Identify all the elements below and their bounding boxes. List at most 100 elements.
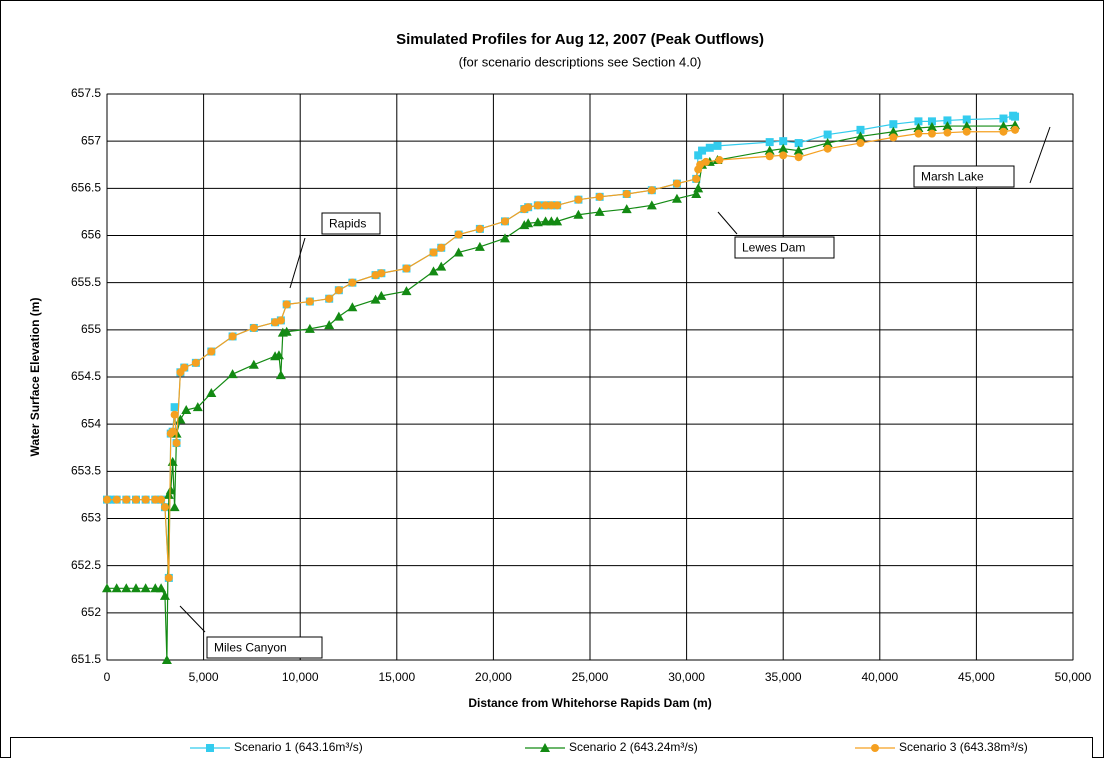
data-point xyxy=(914,117,923,126)
data-point xyxy=(913,122,924,132)
data-point xyxy=(334,286,343,295)
data-point xyxy=(157,495,166,504)
data-point xyxy=(475,224,484,233)
data-point xyxy=(856,139,865,148)
data-point xyxy=(333,311,344,321)
data-point xyxy=(889,133,898,142)
y-tick-label: 657.5 xyxy=(71,86,101,100)
data-point xyxy=(927,129,936,138)
data-point xyxy=(273,350,284,360)
y-tick-label: 655.5 xyxy=(71,275,101,289)
data-point xyxy=(1011,125,1020,134)
data-point xyxy=(622,189,631,198)
data-point xyxy=(281,326,292,336)
data-point xyxy=(672,179,681,188)
data-point xyxy=(533,201,542,210)
data-point xyxy=(646,200,657,210)
data-point xyxy=(170,410,179,419)
data-point xyxy=(121,583,132,593)
y-tick-label: 657 xyxy=(81,133,101,147)
data-point xyxy=(692,174,701,183)
data-point xyxy=(765,152,774,161)
data-point xyxy=(962,115,971,124)
data-point xyxy=(998,121,1009,131)
data-point xyxy=(249,323,258,332)
data-point xyxy=(524,203,533,212)
data-point xyxy=(713,141,722,150)
annotation-leader xyxy=(289,237,306,289)
data-point xyxy=(671,193,682,203)
data-point xyxy=(102,583,112,593)
data-point xyxy=(1011,112,1020,121)
data-point xyxy=(304,323,315,333)
data-point xyxy=(227,369,238,379)
chart-title: Simulated Profiles for Aug 12, 2007 (Pea… xyxy=(396,31,764,48)
annotation-box xyxy=(913,165,1015,188)
data-point xyxy=(778,143,789,153)
data-point xyxy=(151,495,160,504)
data-point xyxy=(168,427,177,436)
data-point xyxy=(779,151,788,160)
y-tick-label: 654 xyxy=(81,416,101,430)
data-point xyxy=(794,139,803,148)
legend-label: Scenario 3 (643.38m³/s) xyxy=(899,740,1028,754)
x-tick-label: 10,000 xyxy=(282,670,319,684)
annotation-box xyxy=(321,212,381,235)
x-tick-label: 25,000 xyxy=(572,670,609,684)
data-point xyxy=(141,495,150,504)
data-point xyxy=(377,269,386,278)
y-tick-label: 656 xyxy=(81,228,101,242)
data-point xyxy=(532,217,543,227)
x-tick-label: 5,000 xyxy=(189,670,219,684)
data-point xyxy=(159,590,170,600)
legend-label: Scenario 1 (643.16m³/s) xyxy=(234,740,363,754)
data-point xyxy=(401,286,412,296)
legend-marker xyxy=(540,743,550,752)
data-point xyxy=(305,297,314,306)
data-point xyxy=(206,388,217,398)
data-point xyxy=(474,241,485,251)
data-point xyxy=(500,217,509,226)
data-point xyxy=(999,114,1008,123)
data-point xyxy=(348,278,357,287)
annotation: Miles Canyon xyxy=(214,641,287,655)
data-point xyxy=(428,266,439,276)
data-point xyxy=(694,151,703,160)
data-point xyxy=(855,131,866,141)
data-point xyxy=(715,156,724,165)
data-point xyxy=(701,157,710,166)
annotation: Marsh Lake xyxy=(921,170,984,184)
y-axis-title: Water Surface Elevation (m) xyxy=(28,298,42,457)
data-point xyxy=(275,370,286,380)
legend-label: Scenario 2 (643.24m³/s) xyxy=(569,740,698,754)
data-point xyxy=(111,583,122,593)
data-point xyxy=(248,359,259,369)
data-point xyxy=(192,402,203,412)
data-point xyxy=(436,261,447,271)
y-tick-label: 653 xyxy=(81,511,101,525)
x-tick-label: 30,000 xyxy=(668,670,705,684)
data-point xyxy=(779,137,788,146)
x-tick-label: 45,000 xyxy=(958,670,995,684)
data-point xyxy=(169,502,180,512)
data-point xyxy=(553,201,562,210)
data-point xyxy=(574,195,583,204)
y-tick-label: 652.5 xyxy=(71,558,101,572)
data-point xyxy=(705,143,714,152)
annotation-box xyxy=(206,636,323,659)
data-point xyxy=(130,583,141,593)
legend-marker xyxy=(871,744,879,752)
data-point xyxy=(541,201,550,210)
annotation: Lewes Dam xyxy=(742,241,805,255)
x-tick-label: 20,000 xyxy=(475,670,512,684)
data-point xyxy=(621,204,632,214)
data-point xyxy=(793,145,804,155)
x-tick-label: 15,000 xyxy=(378,670,415,684)
data-point xyxy=(573,209,584,219)
data-point xyxy=(693,183,704,193)
data-point xyxy=(165,485,176,495)
data-point xyxy=(794,153,803,162)
data-point xyxy=(276,316,285,325)
data-point xyxy=(180,363,189,372)
